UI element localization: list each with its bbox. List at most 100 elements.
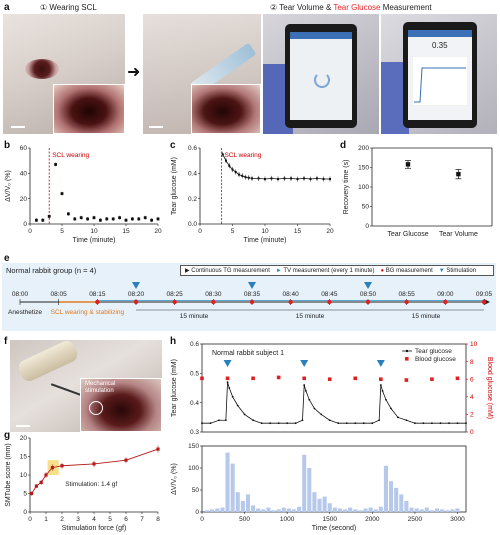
force-gauge <box>16 340 80 384</box>
data-point <box>92 462 96 466</box>
data-point <box>156 217 160 221</box>
y-tick-label: 50 <box>192 487 200 494</box>
y-tick-label: 10 <box>20 472 28 479</box>
y-tick-label: 100 <box>358 184 369 191</box>
bar <box>378 506 383 512</box>
data-point <box>131 217 134 221</box>
time-label: 09:00 <box>437 291 454 298</box>
panel-a-label: a <box>4 2 10 13</box>
data-point <box>105 217 109 221</box>
x-tick-label: 15 <box>294 228 302 235</box>
chart-d: 0 50 100 150 200 Tear Glucose Tear Volume Recov… <box>343 145 493 238</box>
phone-graph <box>412 56 468 106</box>
data-point <box>251 177 253 180</box>
time-label: 08:05 <box>51 291 68 298</box>
blood-glucose-point <box>455 376 460 381</box>
bar <box>445 510 450 512</box>
bar <box>245 494 251 512</box>
blood-glucose-point <box>200 376 204 381</box>
data-point <box>60 192 64 195</box>
tear-glucose-point <box>226 381 229 384</box>
legend-tv: ► TV measurement (every 1 minute) <box>275 267 375 274</box>
tear-glucose-point <box>362 422 365 425</box>
y2-tick-label: 10 <box>470 341 478 348</box>
tear-glucose-point <box>269 422 272 425</box>
data-point <box>118 216 121 220</box>
tear-glucose-point <box>224 419 227 422</box>
time-label: 08:30 <box>205 291 222 298</box>
tear-glucose-point <box>396 416 399 419</box>
phone-photo-tv <box>263 14 379 134</box>
time-label: 08:35 <box>244 291 261 298</box>
bar <box>348 507 353 512</box>
inset-eye-closeup <box>53 84 125 134</box>
y-tick-label: 20 <box>20 435 28 442</box>
y-axis-label: ΔV/V₀ (%) <box>171 463 178 495</box>
tear-glucose-point <box>236 404 239 407</box>
arrow-icon: ➜ <box>127 64 141 81</box>
bar <box>235 492 240 512</box>
tear-glucose-point <box>465 422 467 425</box>
tear-glucose-point <box>345 422 348 425</box>
scale-bar <box>16 425 30 427</box>
bar <box>435 508 440 512</box>
data-point <box>303 177 305 180</box>
y-tick-label: 0.0 <box>188 221 197 228</box>
y-tick-label: 60 <box>20 145 28 152</box>
legend-blood-glucose: Blood glucose <box>415 356 456 363</box>
bg-measurement-marker <box>481 299 487 305</box>
inset-stimulation: Mechanical stimulation <box>80 378 162 432</box>
time-label: 08:20 <box>128 291 145 298</box>
data-point <box>79 216 83 220</box>
y2-tick-label: 0 <box>470 429 474 436</box>
bar <box>440 509 445 512</box>
bar <box>210 509 215 512</box>
bar <box>225 452 230 512</box>
data-point <box>111 217 115 221</box>
tear-glucose-point <box>286 422 289 425</box>
bar <box>271 510 276 512</box>
bar <box>240 501 245 512</box>
y-tick-label: 0 <box>195 509 199 516</box>
tear-glucose-point <box>313 407 316 410</box>
data-point <box>290 177 292 180</box>
data-point <box>34 484 38 488</box>
event-label: SCL wearing <box>52 152 89 159</box>
group-title: Normal rabbit group (n = 4) <box>6 266 97 275</box>
blood-glucose-point <box>251 376 255 381</box>
bar <box>389 481 394 512</box>
tear-glucose-point <box>243 413 246 416</box>
bar <box>373 509 378 512</box>
tear-glucose-point <box>378 419 381 422</box>
time-label: 08:00 <box>12 291 29 298</box>
data-point <box>73 217 77 221</box>
chart-b: 0 20 40 60 0 5 10 15 20 SCL wearing Time (minute) Δ… <box>5 145 162 244</box>
y-tick-label: 0.6 <box>190 341 199 348</box>
scale-bar <box>149 126 163 128</box>
data-point <box>124 458 128 462</box>
blood-glucose-point <box>430 377 434 381</box>
legend-tear-glucose: Tear glucose <box>415 348 452 355</box>
x-tick-label: 1 <box>44 516 48 523</box>
timeline-e: 08:00 08:05 08:15 08:20 08:25 08:30 08:35 08:40… <box>8 282 493 320</box>
data-point <box>270 177 273 180</box>
bar <box>429 510 434 512</box>
phone-screen: 0.35 <box>408 30 472 120</box>
data-point <box>277 178 279 181</box>
stimulation-photo: Mechanical stimulation <box>10 340 162 432</box>
stimulation-arrow <box>300 360 309 367</box>
y-axis-label: Tear glucose (mM) <box>171 157 178 215</box>
data-point <box>150 218 153 222</box>
stimulation-arrow <box>132 282 140 289</box>
y2-tick-label: 4 <box>470 394 474 401</box>
panel-b-label: b <box>4 140 11 151</box>
category-label: Tear Glucose <box>387 231 428 238</box>
y-axis-label: ΔV/V₀ (%) <box>5 170 12 202</box>
phone-photo-tg: 0.35 <box>381 14 497 134</box>
bar <box>399 494 404 512</box>
data-point <box>234 171 237 174</box>
x-tick-label: 0 <box>198 228 202 235</box>
tear-glucose-point <box>301 419 304 422</box>
x-axis-label: Stimulation force (gf) <box>62 525 127 532</box>
bar <box>322 496 327 512</box>
